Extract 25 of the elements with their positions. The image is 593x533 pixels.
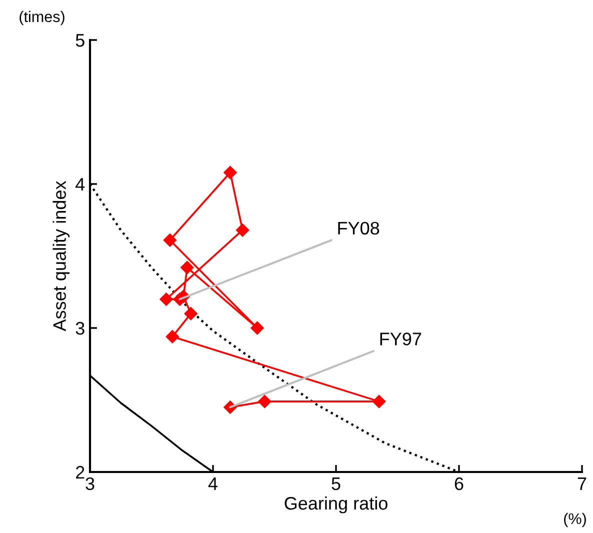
y-tick-label: 3 xyxy=(76,322,84,335)
x-axis-title: Gearing ratio xyxy=(284,496,388,514)
point xyxy=(236,223,250,237)
y-axis-title: Asset quality index xyxy=(52,180,70,332)
x-tick-label: 3 xyxy=(86,477,94,490)
y-tick-label: 5 xyxy=(76,34,84,47)
annotation: FY08 xyxy=(338,222,380,235)
point xyxy=(224,166,237,180)
point xyxy=(180,260,194,274)
point xyxy=(372,394,386,408)
point xyxy=(166,330,179,344)
x-tick-label: 7 xyxy=(578,478,586,490)
point xyxy=(160,292,173,306)
annotation: FY97 xyxy=(380,332,422,346)
point xyxy=(258,394,272,408)
x-tick-label: 6 xyxy=(454,477,464,490)
point xyxy=(184,307,198,320)
point xyxy=(163,234,177,247)
x-tick-label: 5 xyxy=(332,478,340,490)
y-tick-label: 2 xyxy=(76,466,84,479)
text: (%) xyxy=(564,512,586,528)
point xyxy=(250,321,264,335)
x-tick-label: 4 xyxy=(208,478,218,490)
y-tick-label: 4 xyxy=(76,178,85,191)
text: (times) xyxy=(20,10,64,26)
